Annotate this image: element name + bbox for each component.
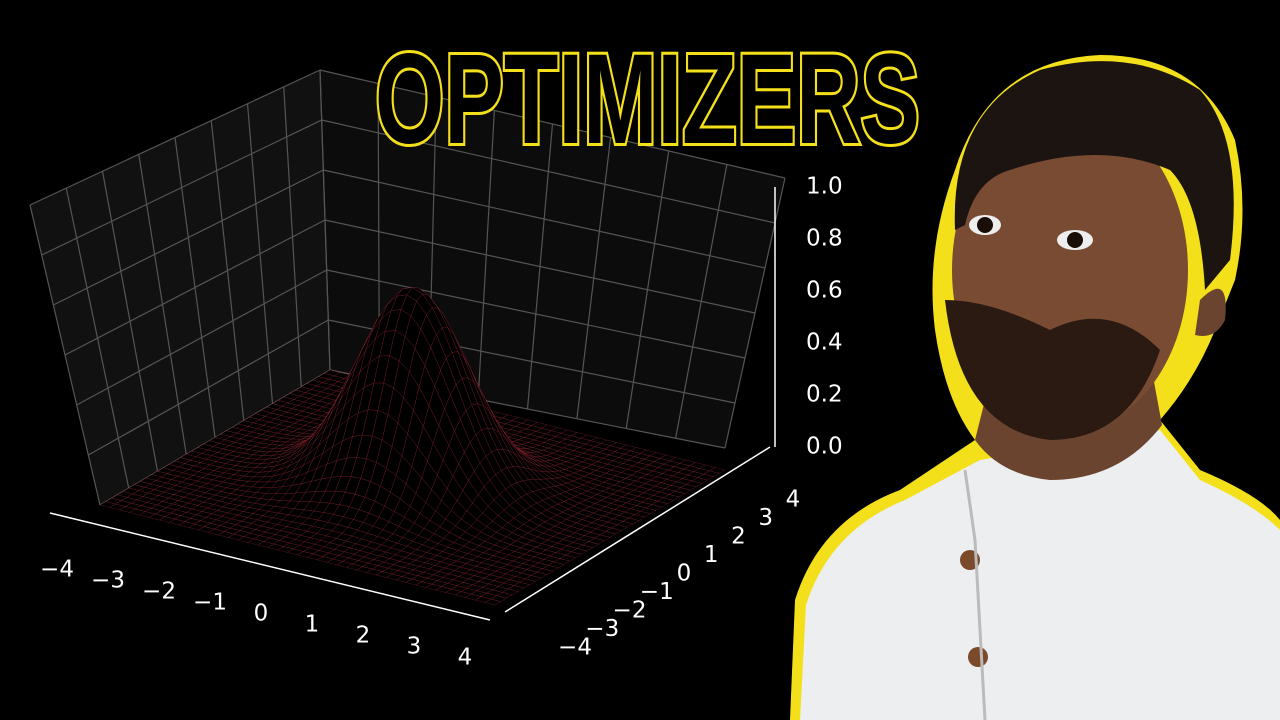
- surface-facet: [656, 497, 674, 504]
- surface-plot: −4 −3 −2 −1 0 1 2 3 4 −4−3−2−1012340.00.20.40.60.…: [29, 69, 843, 671]
- placket: [963, 469, 987, 720]
- pane-grid-line: [324, 219, 756, 314]
- z-tick-label: 1.0: [806, 174, 843, 200]
- surface-facet: [668, 490, 686, 498]
- surface-facet: [645, 504, 663, 511]
- x-tick-label: −1: [193, 590, 227, 616]
- z-tick-label: 0.8: [806, 226, 843, 252]
- pane-grid-line: [29, 69, 321, 206]
- z-tick-label: 0.6: [806, 278, 843, 304]
- y-tick-label: 2: [731, 524, 746, 550]
- z-tick-label: 0.0: [806, 434, 843, 460]
- pane-grid-line: [64, 219, 326, 356]
- surface-facet: [685, 480, 703, 488]
- pane-grid-line: [326, 269, 746, 359]
- x-tick-label: −3: [91, 568, 125, 594]
- surface-facet: [702, 470, 720, 477]
- right-pupil: [1067, 232, 1083, 248]
- x-tick-label: 0: [254, 601, 269, 627]
- y-tick-label: −4: [558, 635, 592, 661]
- x-tick-label: 3: [407, 634, 422, 660]
- ear: [1195, 288, 1226, 336]
- x-tick-label: 2: [356, 623, 371, 649]
- surface-facet: [547, 561, 565, 569]
- pane-grid-line: [41, 119, 322, 256]
- hair: [954, 61, 1234, 290]
- y-tick-label: −1: [640, 579, 674, 605]
- surface-facet: [484, 598, 502, 606]
- y-tick-label: 3: [758, 505, 773, 531]
- surface-facet: [697, 473, 715, 481]
- y-tick-label: 1: [704, 542, 719, 568]
- axis-line: [504, 446, 771, 613]
- axis-line: [49, 512, 491, 621]
- left-pupil: [977, 217, 993, 233]
- surface-facet: [691, 477, 709, 484]
- z-tick-label: 0.4: [806, 330, 843, 356]
- person: [790, 55, 1280, 720]
- y-tick-label: −2: [613, 598, 647, 624]
- pane-grid-line: [319, 69, 786, 179]
- x-tick-label: 4: [458, 645, 473, 671]
- surface-facet: [662, 494, 680, 501]
- surface-facet: [679, 484, 697, 491]
- x-tick-label: −4: [40, 557, 74, 583]
- pane-grid-line: [88, 319, 329, 456]
- surface-facet: [708, 467, 726, 474]
- x-tick-label: 1: [305, 612, 320, 638]
- title: OPTIMIZERS: [375, 28, 920, 171]
- beard: [945, 300, 1160, 440]
- pane-grid-line: [76, 269, 327, 406]
- surface-facet: [610, 524, 628, 531]
- y-tick-label: 0: [677, 561, 692, 587]
- button: [968, 647, 988, 667]
- pane-grid-line: [53, 169, 324, 306]
- surface-facet: [587, 537, 605, 545]
- y-tick-label: 4: [786, 487, 801, 513]
- y-tick-label: −3: [585, 616, 619, 642]
- z-tick-label: 0.2: [806, 382, 843, 408]
- surface-facet: [651, 500, 669, 508]
- pane-grid-line: [323, 169, 766, 269]
- shirt: [800, 430, 1280, 720]
- x-tick-label: −2: [142, 579, 176, 605]
- left-pane: [30, 70, 330, 505]
- pane-grid-line: [321, 119, 776, 224]
- surface-facet: [674, 487, 692, 494]
